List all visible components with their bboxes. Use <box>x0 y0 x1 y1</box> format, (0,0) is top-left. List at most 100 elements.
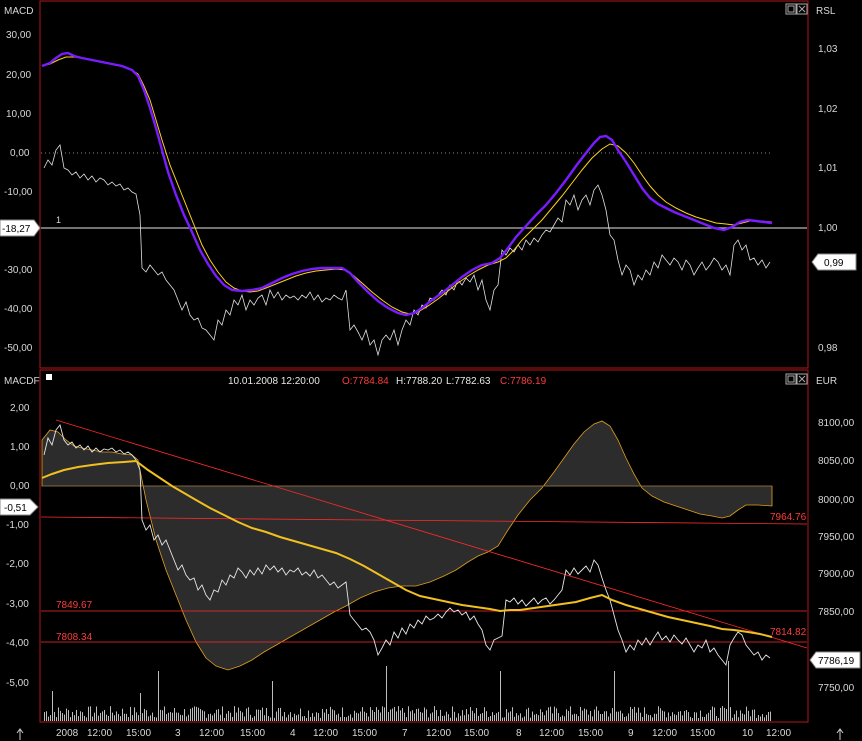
top-close-icon[interactable] <box>796 3 808 15</box>
volume-bar <box>440 709 441 721</box>
volume-bar <box>396 711 397 721</box>
volume-bar <box>698 717 699 721</box>
volume-bar <box>134 707 135 721</box>
volume-bar <box>756 717 757 721</box>
volume-bar <box>88 706 89 721</box>
time-tick: 12:00 <box>313 728 338 739</box>
volume-bar <box>298 714 299 721</box>
volume-bar <box>106 714 107 721</box>
volume-bar <box>96 706 97 721</box>
volume-bar <box>282 716 283 721</box>
volume-bar <box>638 707 639 721</box>
volume-bar <box>64 714 65 721</box>
volume-bar <box>272 681 273 721</box>
volume-bar <box>632 708 633 721</box>
volume-bar <box>202 710 203 721</box>
volume-bar <box>142 713 143 721</box>
volume-bar <box>370 707 371 721</box>
top-restore-icon[interactable] <box>785 3 797 15</box>
volume-bar <box>540 709 541 721</box>
volume-bar <box>764 717 765 721</box>
volume-bar <box>172 712 173 721</box>
volume-bar <box>494 714 495 721</box>
volume-bar <box>548 707 549 721</box>
volume-bar <box>350 714 351 721</box>
volume-bar <box>724 707 725 721</box>
volume-bar <box>430 713 431 721</box>
volume-bar <box>498 711 499 721</box>
volume-bar <box>364 711 365 721</box>
volume-bar <box>544 715 545 721</box>
volume-bar <box>668 712 669 721</box>
volume-bar <box>366 712 367 721</box>
volume-bar <box>608 716 609 721</box>
time-tick: 15:00 <box>464 728 489 739</box>
volume-bar <box>726 708 727 721</box>
volume-bar <box>770 711 771 721</box>
volume-bar <box>566 709 567 721</box>
volume-bar <box>208 714 209 721</box>
time-tick: 15:00 <box>240 728 265 739</box>
volume-bar <box>368 716 369 721</box>
volume-bar <box>274 717 275 721</box>
bottom-right-tick: 8100,00 <box>818 418 855 429</box>
volume-bar <box>62 713 63 721</box>
volume-bar <box>688 712 689 721</box>
volume-bar <box>380 712 381 721</box>
volume-bar <box>582 710 583 721</box>
bottom-right-tick: 8050,00 <box>818 456 855 467</box>
svg-text:0,99: 0,99 <box>824 258 844 269</box>
volume-bar <box>330 706 331 721</box>
volume-bar <box>762 714 763 721</box>
volume-bar <box>266 708 267 721</box>
volume-bar <box>640 712 641 721</box>
bottom-close-icon[interactable] <box>796 373 808 385</box>
volume-bar <box>562 715 563 721</box>
volume-bar <box>474 713 475 721</box>
volume-bar <box>672 712 673 721</box>
volume-bar <box>558 713 559 721</box>
volume-bar <box>740 710 741 721</box>
volume-bar <box>196 706 197 721</box>
volume-bar <box>72 712 73 721</box>
bottom-restore-icon[interactable] <box>785 373 797 385</box>
volume-bar <box>250 714 251 721</box>
top-right-tick: 1,03 <box>818 44 838 55</box>
volume-bar <box>120 716 121 721</box>
scroll-left-arrow-icon[interactable] <box>16 728 24 740</box>
volume-bar <box>728 661 729 721</box>
volume-bar <box>592 716 593 721</box>
volume-bar <box>170 712 171 721</box>
volume-bar <box>444 715 445 721</box>
volume-bar <box>240 710 241 721</box>
volume-bar <box>54 711 55 721</box>
volume-bar <box>278 708 279 721</box>
volume-bar <box>394 707 395 721</box>
volume-bar <box>648 715 649 721</box>
volume-bar <box>748 710 749 721</box>
volume-bar <box>252 717 253 721</box>
volume-bar <box>178 712 179 721</box>
bottom-left-tick: -4,00 <box>6 638 29 649</box>
volume-bar <box>602 713 603 721</box>
volume-bar <box>576 714 577 721</box>
volume-bar <box>552 713 553 721</box>
volume-bar <box>374 712 375 721</box>
bottom-left-value-marker: -0,51 <box>0 498 39 516</box>
volume-bar <box>516 713 517 721</box>
time-tick: 8 <box>516 728 522 739</box>
volume-bar <box>458 713 459 721</box>
time-tick: 3 <box>175 728 181 739</box>
volume-bar <box>124 713 125 721</box>
volume-bar <box>100 712 101 721</box>
volume-bar <box>78 716 79 721</box>
volume-bar <box>184 709 185 721</box>
svg-text:-0,51: -0,51 <box>4 503 27 514</box>
volume-bar <box>242 712 243 721</box>
time-tick: 10 <box>742 728 754 739</box>
scroll-right-arrow-icon[interactable] <box>836 728 844 740</box>
volume-bar <box>642 716 643 721</box>
volume-bar <box>520 713 521 721</box>
level-label-7964: 7964.76 <box>770 512 807 523</box>
